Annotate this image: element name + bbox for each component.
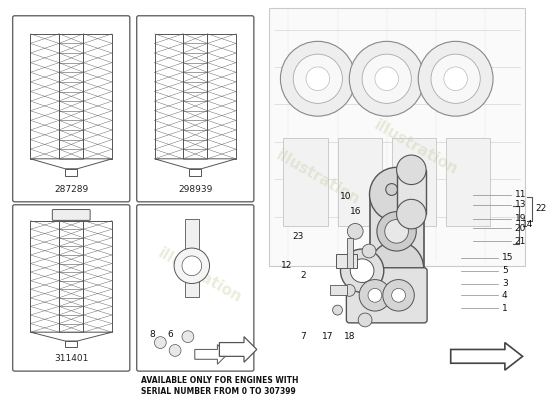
Text: 13: 13 [515,200,526,209]
Text: 4: 4 [502,291,508,300]
Bar [392,138,436,226]
Polygon shape [30,159,112,169]
Bar [185,218,199,297]
Circle shape [386,184,398,196]
Circle shape [362,54,411,103]
Text: 17: 17 [322,332,333,341]
Text: illustration: illustration [372,118,461,178]
Circle shape [392,288,405,302]
FancyBboxPatch shape [346,268,427,323]
Circle shape [340,249,384,292]
Circle shape [155,337,166,348]
Text: 22: 22 [535,204,547,213]
Polygon shape [219,337,257,362]
Text: 12: 12 [280,261,292,270]
Bar [207,34,236,159]
Polygon shape [30,332,112,341]
Bar [65,341,78,347]
Circle shape [350,259,374,282]
Circle shape [368,288,382,302]
Text: AVAILABLE ONLY FOR ENGINES WITH
SERIAL NUMBER FROM 0 TO 307399: AVAILABLE ONLY FOR ENGINES WITH SERIAL N… [141,376,298,396]
Text: 18: 18 [344,332,355,341]
Bar [338,138,382,226]
Text: 7: 7 [300,332,306,341]
Circle shape [370,241,424,295]
Polygon shape [268,8,525,266]
Text: 8: 8 [150,330,155,339]
Text: 15: 15 [502,254,513,262]
Circle shape [358,313,372,327]
Circle shape [418,41,493,116]
Text: 20: 20 [515,224,526,233]
Bar [183,34,207,159]
Bar [397,170,426,214]
Text: 16: 16 [349,207,361,216]
Circle shape [293,54,343,103]
FancyBboxPatch shape [13,205,130,371]
Bar [446,138,490,226]
Bar [30,221,59,332]
Circle shape [182,256,202,276]
Text: illustration: illustration [273,147,362,207]
Circle shape [370,167,424,222]
Text: 5: 5 [502,266,508,275]
Text: 19: 19 [515,214,526,223]
Circle shape [383,280,414,311]
Circle shape [333,305,343,315]
Bar [59,34,84,159]
Circle shape [385,220,409,243]
Text: 3: 3 [502,279,508,288]
Text: 14: 14 [521,220,533,229]
Bar [348,238,353,268]
Circle shape [444,67,468,90]
Circle shape [397,199,426,229]
Text: 6: 6 [167,330,173,339]
Circle shape [397,155,426,184]
Circle shape [377,212,416,251]
Text: 298939: 298939 [178,185,212,194]
Bar [155,34,183,159]
Circle shape [182,331,194,342]
Bar [84,221,112,332]
Text: 1: 1 [502,304,508,313]
FancyBboxPatch shape [52,210,90,220]
Circle shape [280,41,355,116]
FancyBboxPatch shape [137,16,254,202]
Circle shape [349,41,424,116]
Circle shape [375,67,399,90]
Text: 23: 23 [293,232,304,241]
Polygon shape [155,159,236,169]
Bar [283,138,328,226]
Bar [59,221,84,332]
Text: illustration: illustration [155,246,244,306]
Circle shape [348,224,363,239]
Text: 311401: 311401 [54,354,89,363]
Circle shape [306,67,329,90]
Bar [329,286,348,295]
Bar [84,34,112,159]
Circle shape [362,244,376,258]
Polygon shape [450,342,522,370]
FancyBboxPatch shape [13,16,130,202]
Bar [30,34,59,159]
Bar [65,169,78,176]
FancyBboxPatch shape [137,205,254,371]
Polygon shape [195,344,227,364]
Bar [336,254,357,268]
Text: 10: 10 [340,192,351,201]
Text: 287289: 287289 [54,185,89,194]
Text: 2: 2 [300,271,306,280]
Bar [370,194,424,268]
Circle shape [174,248,210,284]
Circle shape [359,280,390,311]
Bar [189,169,201,176]
Text: 11: 11 [515,190,526,200]
Circle shape [343,284,355,296]
Circle shape [169,344,181,356]
Circle shape [431,54,480,103]
Text: 21: 21 [515,237,526,246]
